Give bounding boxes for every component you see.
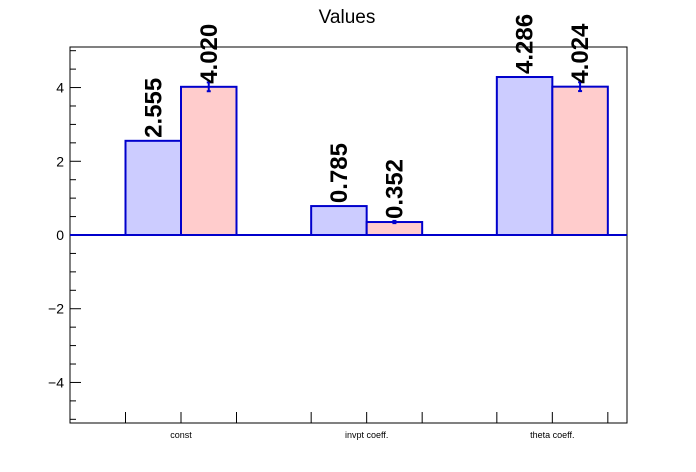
y-tick-label: 0 — [56, 227, 64, 243]
data-label: 4.024 — [567, 23, 594, 84]
x-axis: const invpt coeff. theta coeff. — [125, 412, 609, 440]
data-label: 4.286 — [512, 14, 539, 74]
y-tick-label: 4 — [56, 80, 64, 96]
data-label: 0.352 — [381, 159, 408, 219]
error-bars-group — [206, 81, 583, 225]
data-labels-group: 2.555 0.785 4.286 4.020 0.352 4.024 — [140, 14, 594, 219]
bar-red — [551, 85, 609, 237]
y-tick-label: 2 — [56, 153, 64, 169]
bar-blue — [124, 139, 182, 236]
data-label: 0.785 — [326, 143, 353, 203]
y-tick-label: −4 — [48, 374, 64, 390]
data-label: 4.020 — [196, 24, 223, 84]
bar-red — [180, 85, 238, 236]
x-tick-label: const — [170, 430, 192, 440]
data-label: 2.555 — [140, 78, 167, 138]
bar-blue — [495, 76, 554, 236]
bars-group — [124, 76, 609, 237]
bar-blue — [310, 205, 368, 236]
chart-title: Values — [319, 7, 376, 28]
x-tick-label: invpt coeff. — [345, 430, 388, 440]
y-tick-label: −2 — [48, 301, 64, 317]
x-tick-label: theta coeff. — [530, 430, 574, 440]
y-axis: 4 2 0 −2 −4 — [48, 50, 81, 420]
